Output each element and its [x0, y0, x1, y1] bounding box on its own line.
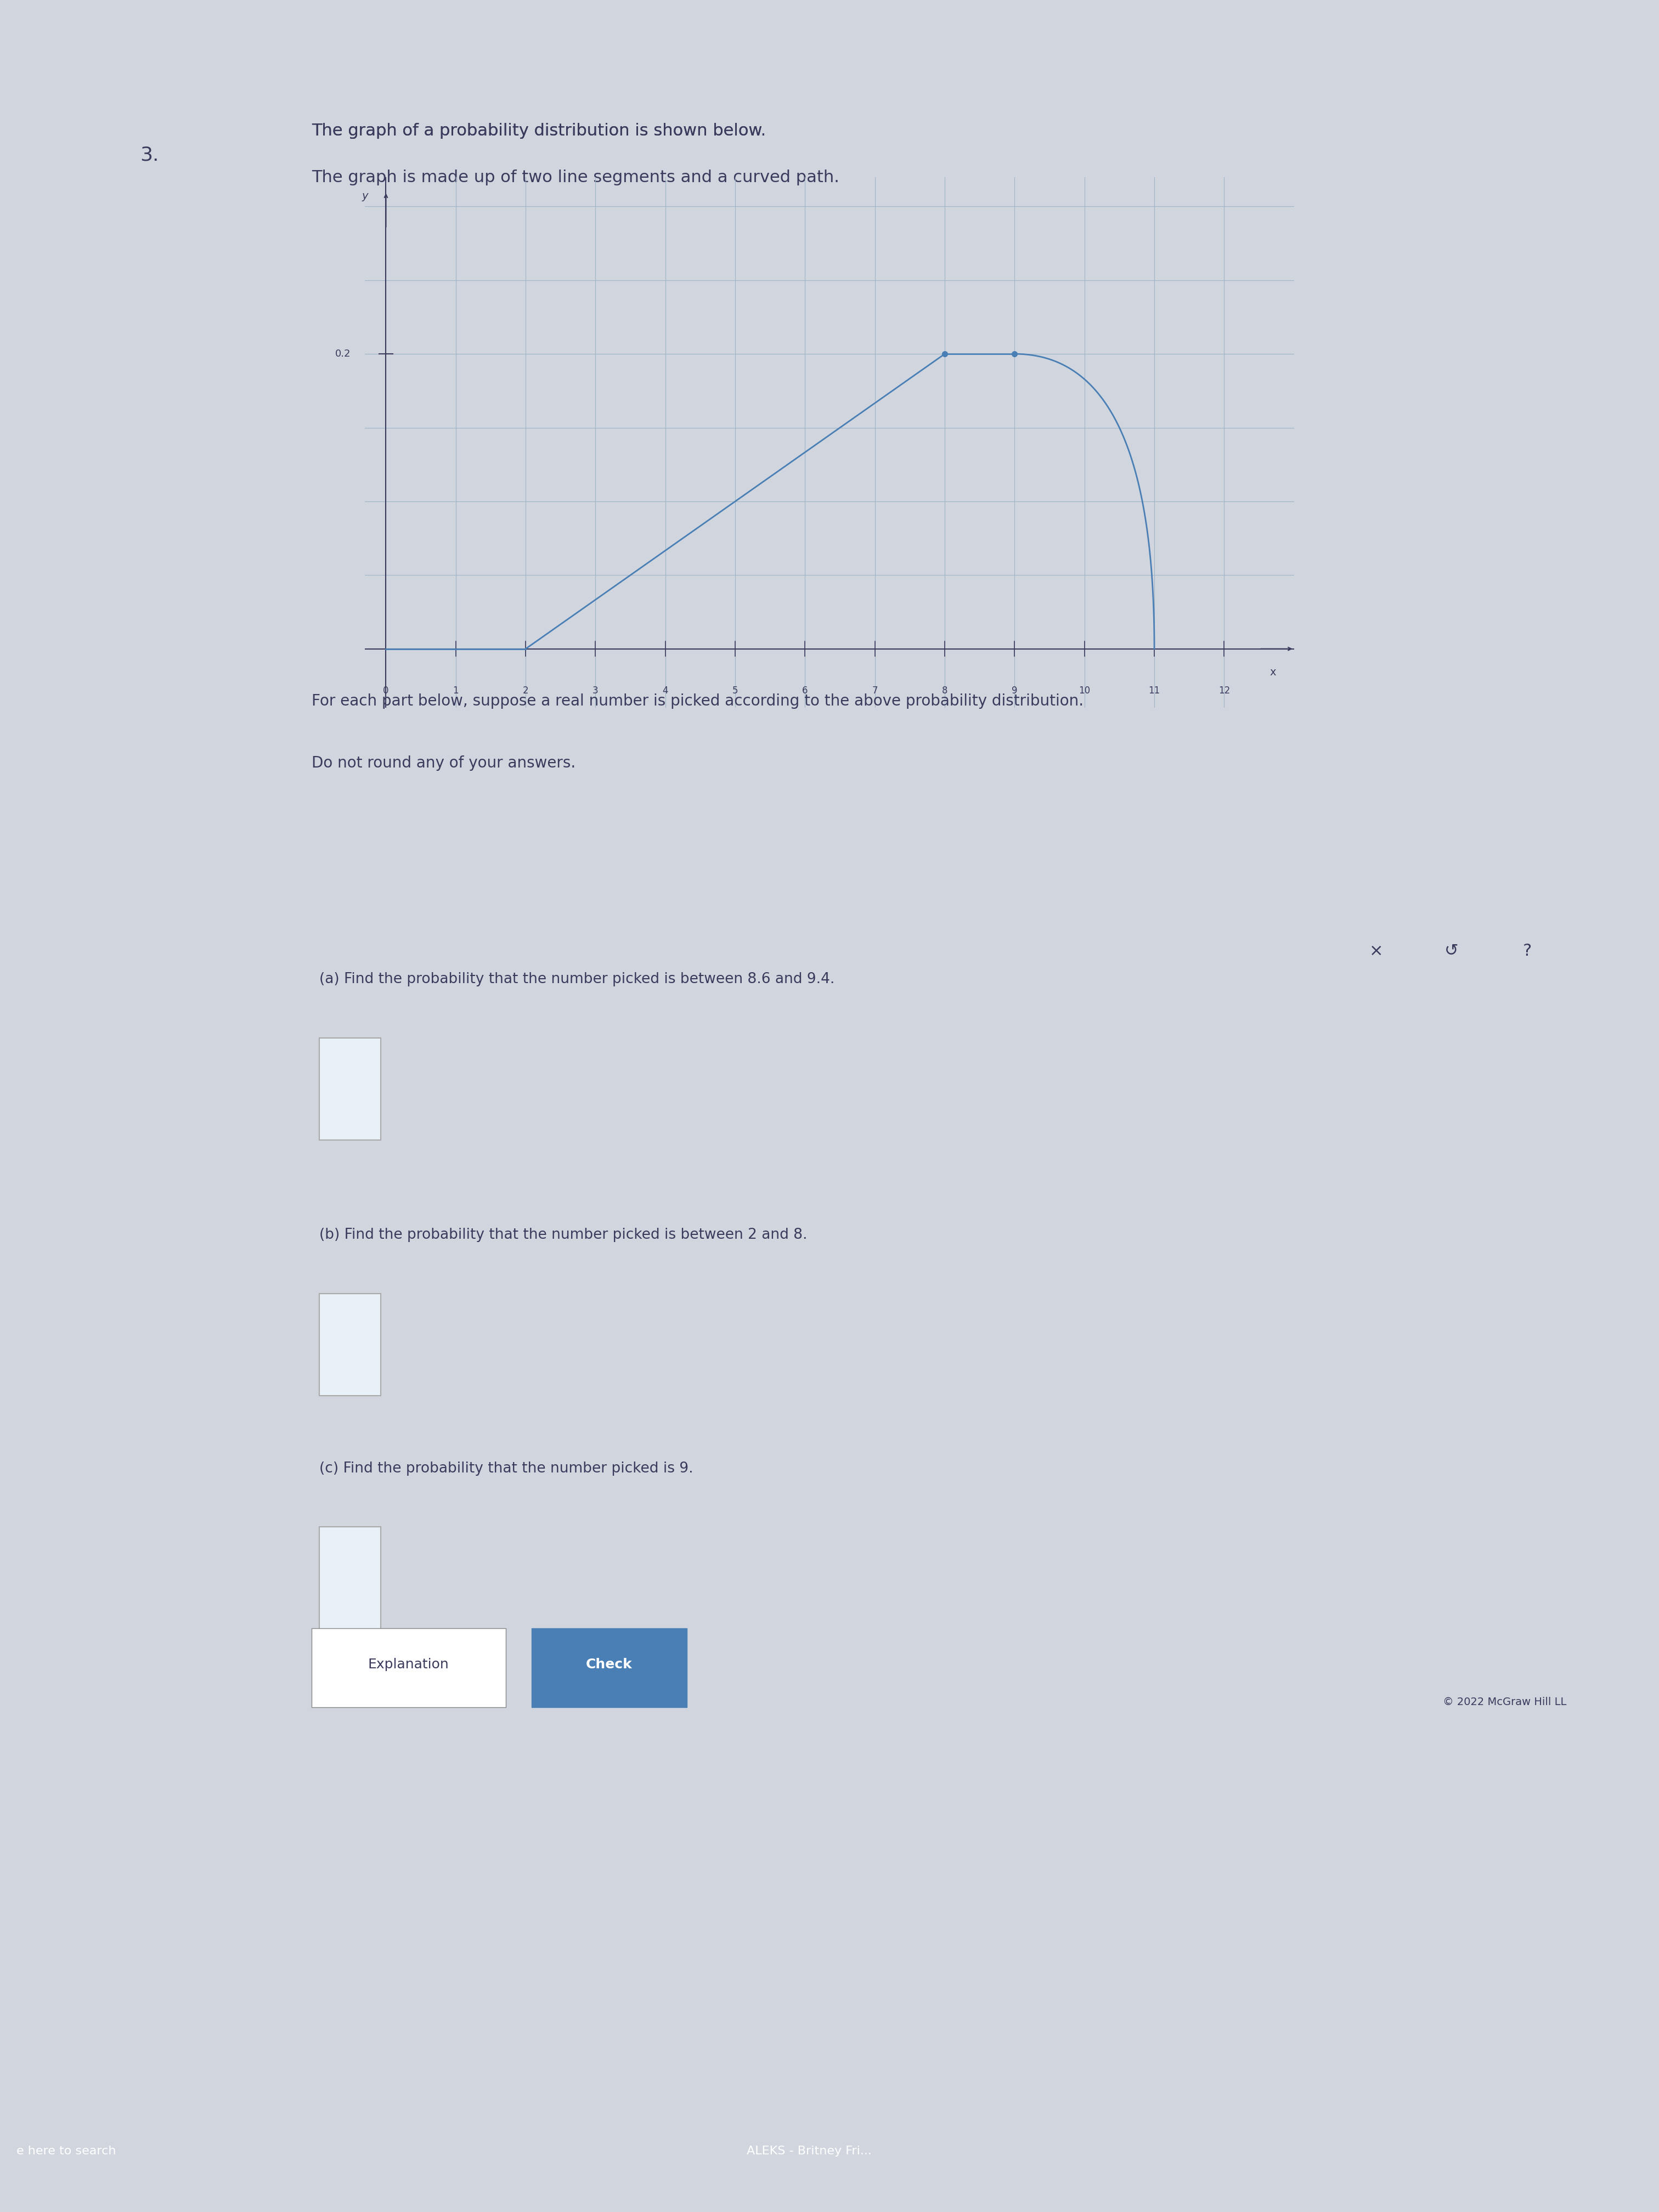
- Text: 0.2: 0.2: [335, 349, 352, 358]
- Text: ×: ×: [1369, 942, 1384, 960]
- Text: 7: 7: [873, 686, 878, 695]
- Text: The graph of a probability distribution is shown below.: The graph of a probability distribution …: [312, 124, 766, 139]
- Text: 11: 11: [1148, 686, 1160, 695]
- Text: 5: 5: [732, 686, 738, 695]
- Text: 9: 9: [1012, 686, 1017, 695]
- Text: 12: 12: [1218, 686, 1229, 695]
- Text: 1: 1: [453, 686, 458, 695]
- Text: ?: ?: [1523, 942, 1531, 960]
- Text: 10: 10: [1078, 686, 1090, 695]
- Text: The graph is made up of two line segments and a curved path.: The graph is made up of two line segment…: [312, 170, 839, 186]
- Text: Do not round any of your answers.: Do not round any of your answers.: [312, 757, 576, 770]
- Bar: [319, 1037, 382, 1139]
- Text: (b) Find the probability that the number picked is between 2 and 8.: (b) Find the probability that the number…: [319, 1228, 808, 1241]
- Text: ALEKS - Britney Fri...: ALEKS - Britney Fri...: [747, 2146, 871, 2157]
- Text: 6: 6: [803, 686, 808, 695]
- Text: (a) Find the probability that the number picked is between 8.6 and 9.4.: (a) Find the probability that the number…: [319, 971, 834, 987]
- Bar: [312, 1628, 506, 1708]
- Text: Explanation: Explanation: [368, 1659, 450, 1670]
- Text: 4: 4: [662, 686, 669, 695]
- Text: 3.: 3.: [139, 146, 159, 164]
- Text: 8: 8: [942, 686, 947, 695]
- Bar: [319, 1526, 382, 1628]
- Text: 2: 2: [523, 686, 529, 695]
- Bar: [531, 1628, 687, 1708]
- Text: The graph of a probability distribution is shown below.: The graph of a probability distribution …: [312, 124, 766, 139]
- Text: y: y: [362, 190, 368, 201]
- Text: (c) Find the probability that the number picked is 9.: (c) Find the probability that the number…: [319, 1462, 693, 1475]
- Text: ↺: ↺: [1445, 942, 1458, 960]
- Text: Check: Check: [586, 1659, 632, 1670]
- Bar: [319, 1294, 382, 1396]
- Text: e here to search: e here to search: [17, 2146, 116, 2157]
- Text: x: x: [1269, 668, 1276, 677]
- Text: For each part below, suppose a real number is picked according to the above prob: For each part below, suppose a real numb…: [312, 695, 1083, 708]
- Text: © 2022 McGraw Hill LL: © 2022 McGraw Hill LL: [1443, 1697, 1566, 1708]
- Text: 3: 3: [592, 686, 599, 695]
- Text: 0: 0: [383, 686, 388, 695]
